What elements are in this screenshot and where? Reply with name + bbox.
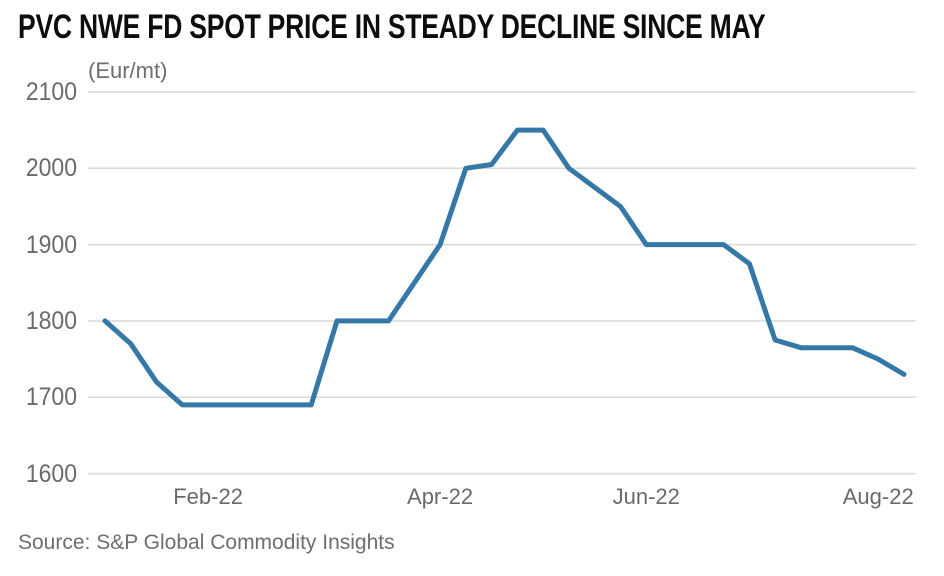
chart-title: PVC NWE FD SPOT PRICE IN STEADY DECLINE … bbox=[18, 8, 766, 46]
x-axis-tick-label: Apr-22 bbox=[407, 484, 474, 509]
y-axis-tick-label: 2000 bbox=[25, 154, 77, 183]
source-caption: Source: S&P Global Commodity Insights bbox=[18, 531, 395, 554]
y-axis-tick-label: 1700 bbox=[25, 383, 77, 412]
gridlines bbox=[88, 91, 916, 475]
price-line-series bbox=[102, 127, 907, 408]
y-axis-units-label: (Eur/mt) bbox=[88, 58, 168, 83]
y-axis-tick-label: 1600 bbox=[25, 459, 77, 488]
y-axis-tick-label: 2100 bbox=[25, 77, 77, 106]
x-axis-tick-label: Jun-22 bbox=[612, 484, 680, 509]
x-axis-tick-label: Feb-22 bbox=[173, 484, 243, 509]
x-axis-tick-label: Aug-22 bbox=[842, 484, 914, 509]
y-axis-tick-label: 1900 bbox=[25, 230, 77, 259]
y-axis-tick-label: 1800 bbox=[25, 306, 77, 335]
